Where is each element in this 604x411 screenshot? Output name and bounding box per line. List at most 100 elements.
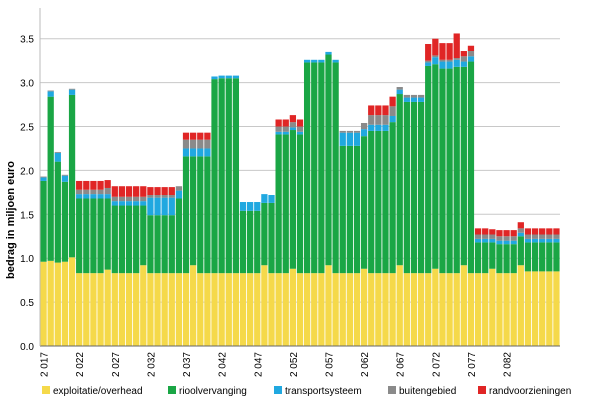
bar-segment	[154, 194, 161, 198]
bar-segment	[503, 273, 510, 346]
bar-segment	[68, 94, 76, 258]
legend: exploitatie/overhead rioolvervanging trans…	[42, 386, 571, 397]
bar-segment	[161, 215, 168, 274]
bar-segment	[268, 202, 275, 274]
bar-segment	[517, 232, 524, 237]
bar-segment	[531, 238, 539, 243]
x-axis-ticks: 2 017 2 022 2 027 2 032 2 037 2 042 2 047 2 052…	[40, 352, 514, 377]
bar-segment	[275, 273, 282, 346]
bar-segment	[282, 131, 289, 135]
bar-segment	[232, 78, 240, 274]
bar-segment	[218, 273, 225, 346]
bar-segment	[161, 273, 168, 346]
bar-segment	[546, 242, 553, 272]
bar-segment	[446, 59, 453, 62]
bar-segment	[503, 244, 510, 274]
bar-segment	[375, 130, 382, 274]
bar-segment	[382, 273, 389, 346]
bar-segment	[539, 271, 546, 346]
bar-segment	[524, 228, 532, 235]
bar-segment	[524, 271, 532, 346]
bar-segment	[168, 273, 175, 346]
bar-segment	[182, 139, 190, 149]
bar-segment	[254, 273, 261, 346]
bar-segment	[382, 105, 389, 116]
bar-segment	[168, 187, 175, 195]
bars-layer	[40, 33, 560, 346]
bar-segment	[289, 130, 297, 269]
bar-segment	[275, 126, 282, 132]
legend-label: randvoorzieningen	[489, 386, 571, 397]
bar-segment	[453, 59, 460, 67]
x-tick-label: 2 082	[503, 352, 514, 377]
bar-segment	[275, 134, 282, 274]
y-tick-label: 3.5	[20, 35, 34, 46]
bar-segment	[325, 54, 332, 266]
bar-segment	[261, 194, 268, 203]
bar-segment	[147, 215, 154, 274]
bar-segment	[553, 271, 560, 346]
bar-segment	[482, 242, 489, 274]
bar-segment	[332, 273, 339, 346]
bar-segment	[360, 129, 368, 137]
bar-segment	[296, 131, 304, 135]
bar-segment	[190, 156, 197, 266]
bar-segment	[503, 236, 510, 241]
bar-segment	[232, 75, 240, 79]
bar-segment	[54, 262, 61, 346]
y-tick-label: 2.5	[20, 123, 34, 134]
bar-segment	[296, 119, 304, 127]
bar-segment	[368, 273, 375, 346]
bar-segment	[460, 265, 467, 346]
bar-segment	[161, 194, 168, 198]
bar-segment	[133, 196, 140, 202]
bar-segment	[118, 201, 126, 206]
bar-segment	[346, 145, 353, 274]
bar-segment	[140, 205, 147, 266]
bar-segment	[289, 127, 297, 131]
bar-segment	[467, 273, 475, 346]
bar-segment	[147, 194, 154, 198]
x-tick-label: 2 052	[289, 352, 300, 377]
bar-segment	[61, 181, 69, 262]
bar-segment	[539, 228, 546, 235]
bar-segment	[68, 257, 76, 346]
bar-segment	[510, 240, 517, 245]
x-tick-label: 2 017	[40, 352, 51, 377]
bar-segment	[517, 222, 524, 229]
bar-segment	[147, 197, 154, 216]
bar-segment	[517, 265, 524, 346]
x-tick-label: 2 067	[396, 352, 407, 377]
bar-segment	[76, 273, 83, 346]
bar-segment	[197, 139, 204, 149]
bar-segment	[247, 273, 254, 346]
bar-segment	[403, 273, 410, 346]
y-axis-ticks: 0.0 0.5 1.0 1.5 2.0 2.5 3.0 3.5	[20, 35, 34, 353]
bar-segment	[474, 238, 482, 243]
bar-segment	[125, 201, 133, 206]
bar-segment	[539, 242, 546, 272]
bar-segment	[546, 238, 553, 243]
bar-segment	[453, 58, 460, 60]
bar-segment	[83, 273, 90, 346]
bar-segment	[211, 79, 218, 274]
legend-label: buitengebied	[399, 386, 456, 397]
bar-segment	[104, 180, 111, 188]
bar-segment	[61, 261, 69, 346]
bar-segment	[453, 66, 460, 274]
bar-segment	[47, 96, 54, 261]
bar-segment	[375, 273, 382, 346]
bar-segment	[517, 228, 524, 233]
bar-segment	[482, 238, 489, 243]
bar-segment	[168, 197, 175, 216]
bar-segment	[496, 273, 503, 346]
bar-segment	[296, 273, 304, 346]
bar-segment	[318, 62, 325, 274]
bar-segment	[161, 197, 168, 216]
bar-segment	[339, 145, 346, 274]
bar-segment	[425, 65, 432, 274]
bar-segment	[225, 273, 232, 346]
bar-segment	[133, 205, 140, 274]
bar-segment	[90, 194, 97, 199]
bar-segment	[496, 236, 503, 241]
